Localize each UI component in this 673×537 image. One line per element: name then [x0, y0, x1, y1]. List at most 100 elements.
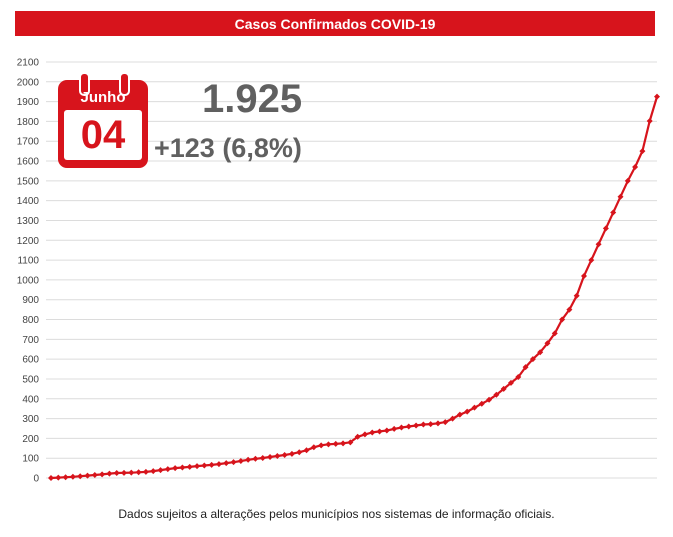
data-point	[303, 447, 310, 454]
y-tick-label: 900	[22, 295, 39, 306]
data-point	[113, 470, 120, 477]
calendar-month: Junho	[80, 89, 126, 106]
total-cases: 1.925	[202, 77, 303, 121]
data-point	[610, 209, 617, 216]
y-tick-label: 1000	[17, 275, 40, 286]
y-tick-label: 300	[22, 414, 39, 425]
chart-title-banner: Casos Confirmados COVID-19	[15, 11, 655, 36]
data-point	[267, 454, 274, 461]
data-point	[325, 441, 332, 448]
y-tick-label: 2100	[17, 58, 40, 69]
data-point	[383, 427, 390, 434]
data-point	[376, 428, 383, 435]
y-tick-label: 100	[22, 454, 39, 465]
data-point	[456, 411, 463, 418]
data-point	[106, 470, 113, 477]
y-tick-label: 700	[22, 335, 39, 346]
data-point	[398, 424, 405, 431]
data-point	[580, 272, 587, 279]
data-point	[62, 474, 69, 481]
data-point	[515, 373, 522, 380]
data-point	[128, 469, 135, 476]
data-point	[84, 472, 91, 479]
calendar-day: 04	[80, 113, 126, 157]
data-point	[500, 385, 507, 392]
data-point	[449, 415, 456, 422]
data-point	[194, 463, 201, 470]
data-point	[566, 306, 573, 313]
data-point	[617, 193, 624, 200]
y-tick-label: 1200	[17, 236, 40, 247]
y-tick-label: 400	[22, 394, 39, 405]
data-point	[544, 340, 551, 347]
data-point	[573, 292, 580, 299]
data-point	[413, 422, 420, 429]
data-point	[318, 442, 325, 449]
data-point	[48, 475, 54, 481]
data-point	[405, 423, 412, 430]
data-point	[296, 449, 303, 456]
data-point	[551, 330, 558, 337]
data-point	[595, 241, 602, 248]
y-tick-label: 800	[22, 315, 39, 326]
data-point	[201, 462, 208, 469]
data-point	[340, 440, 347, 447]
data-point	[602, 225, 609, 232]
data-point	[69, 473, 76, 480]
data-point	[172, 465, 179, 472]
data-point	[632, 163, 639, 170]
data-point	[99, 471, 106, 478]
data-point	[391, 425, 398, 432]
data-point	[157, 467, 164, 474]
footnote: Dados sujeitos a alterações pelos municí…	[118, 507, 555, 521]
data-point	[654, 93, 660, 100]
data-point	[639, 148, 646, 155]
data-point	[121, 469, 128, 476]
data-point	[332, 440, 339, 447]
data-point	[223, 460, 230, 467]
data-point	[245, 456, 252, 463]
data-point	[237, 457, 244, 464]
data-point	[288, 450, 295, 457]
data-point	[493, 391, 500, 398]
data-point	[252, 455, 259, 462]
data-point	[230, 459, 237, 466]
data-point	[55, 474, 62, 481]
data-point	[478, 400, 485, 407]
calendar-ring-left	[79, 72, 90, 96]
data-point	[522, 364, 529, 371]
data-point	[420, 421, 427, 428]
data-point	[150, 468, 157, 475]
data-point	[434, 420, 441, 427]
calendar-ring-right	[119, 72, 130, 96]
data-point	[361, 431, 368, 438]
y-tick-label: 1300	[17, 216, 40, 227]
data-point	[507, 379, 514, 386]
data-point	[354, 433, 361, 440]
chart-title: Casos Confirmados COVID-19	[234, 15, 436, 32]
data-point	[442, 419, 449, 426]
y-tick-label: 1100	[17, 256, 39, 267]
data-point	[135, 469, 142, 476]
data-point	[624, 177, 631, 184]
data-point	[588, 257, 595, 264]
data-point	[281, 452, 288, 459]
data-point	[259, 454, 266, 461]
data-point	[427, 421, 434, 428]
data-point	[77, 473, 84, 480]
y-tick-label: 1900	[17, 97, 40, 108]
data-point	[179, 464, 186, 471]
data-point	[91, 472, 98, 479]
data-point	[646, 118, 653, 125]
series-cases	[48, 93, 660, 481]
y-tick-label: 1700	[17, 137, 40, 148]
y-tick-label: 1500	[17, 176, 40, 187]
data-point	[164, 466, 171, 473]
y-axis-labels: 0 100 200 300 400 500 600 700 800 900 1000 1100 1200…	[17, 58, 40, 485]
daily-increase: +123 (6,8%)	[154, 133, 302, 163]
data-point	[310, 444, 317, 451]
y-tick-label: 1800	[17, 117, 40, 128]
calendar-day-box: 04	[64, 110, 142, 160]
y-tick-label: 2000	[17, 77, 40, 88]
data-point	[464, 408, 471, 415]
